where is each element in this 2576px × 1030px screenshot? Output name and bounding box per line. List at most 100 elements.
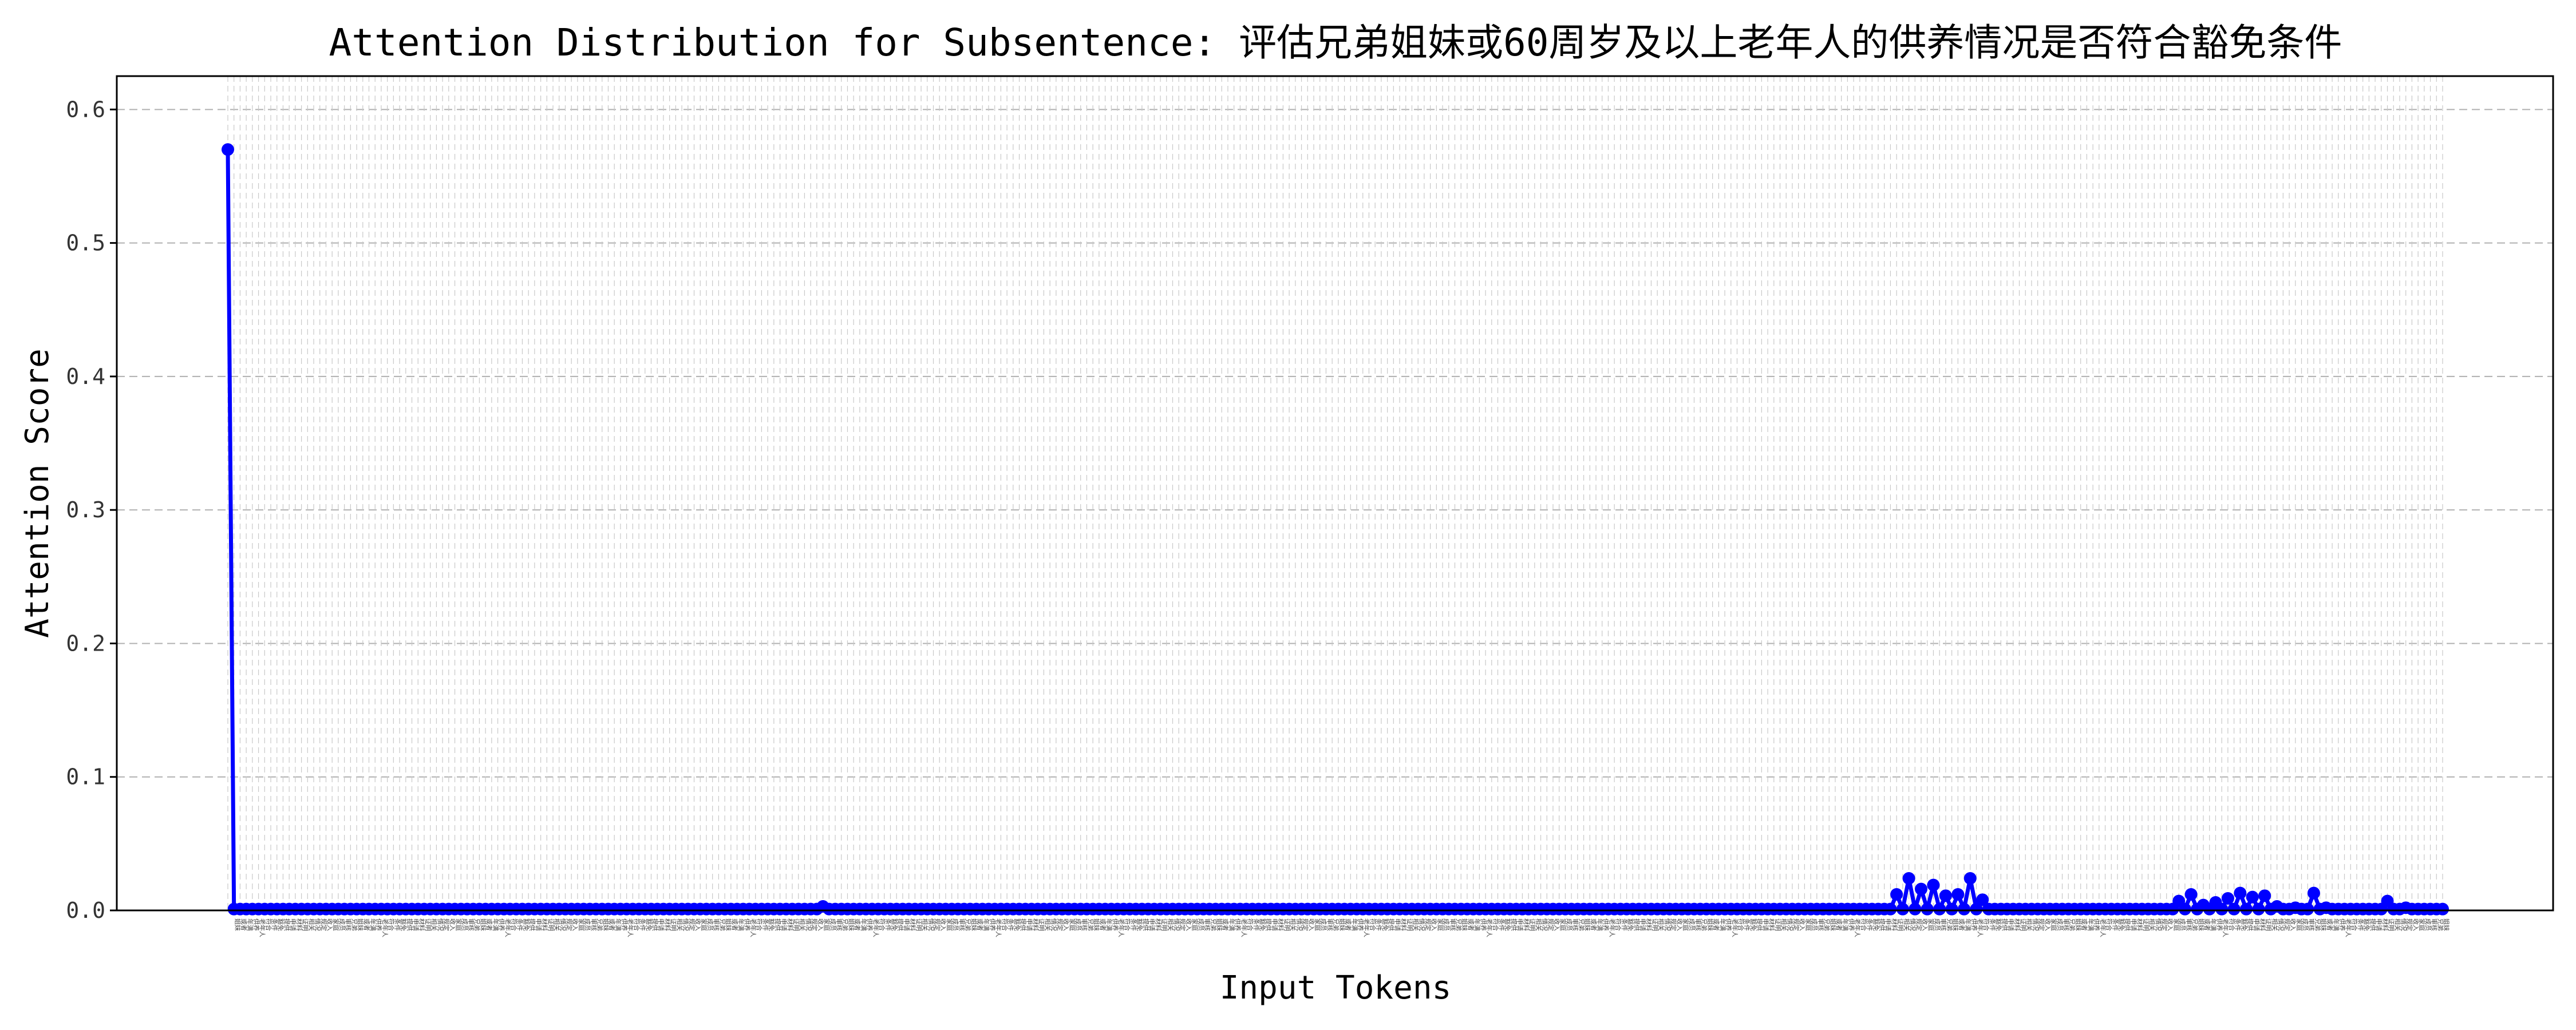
- x-tick-label: 符合: [388, 918, 396, 931]
- x-tick-label: 提供: [1265, 918, 1273, 931]
- x-tick-label: 姐妹: [602, 918, 610, 931]
- x-tick-label: 审核: [2431, 918, 2439, 931]
- x-tick-label: 相关: [1780, 918, 1788, 931]
- data-point: [1958, 902, 1971, 916]
- series-line: [226, 149, 2443, 912]
- x-tick-label: 家庭: [1682, 918, 1690, 931]
- x-tick-label: 供养: [2338, 918, 2346, 931]
- x-tick-label: 符合: [1001, 918, 1009, 931]
- x-tick-label: 兄弟: [1700, 918, 1708, 931]
- x-tick-label: 收入: [939, 918, 947, 931]
- x-tick-label: 成员: [1688, 918, 1696, 931]
- x-tick-label: 或者: [1467, 918, 1475, 931]
- x-tick-label: 豁免: [1872, 918, 1880, 931]
- x-tick-label: 豁免: [277, 918, 285, 931]
- x-tick-label: 审核: [1694, 918, 1702, 931]
- x-tick-label: 或者: [485, 918, 493, 931]
- x-tick-label: 豁免: [522, 918, 530, 931]
- x-tick-label: 规定: [1547, 918, 1555, 931]
- x-tick-label: 成员: [2056, 918, 2064, 931]
- x-tick-label: 情况: [1541, 918, 1548, 931]
- y-axis-ticks: 0.0 0.1 0.2 0.3 0.4 0.5 0.6: [66, 97, 117, 923]
- x-tick-label: 条件: [761, 918, 769, 931]
- x-tick-label: 收入: [571, 918, 579, 931]
- x-tick-label: 提供: [2246, 918, 2254, 931]
- x-tick-label: 提供: [406, 918, 414, 931]
- x-tick-label: 老年人: [381, 918, 389, 937]
- x-tick-label: 审核: [345, 918, 353, 931]
- x-tick-label: 姐妹: [1093, 918, 1101, 931]
- x-tick-label: 成员: [1197, 918, 1204, 931]
- x-tick-label: 家庭: [823, 918, 831, 931]
- x-tick-label: 证明: [1528, 918, 1536, 931]
- x-tick-label: 成员: [1443, 918, 1450, 931]
- x-tick-label: 证明: [1038, 918, 1045, 931]
- x-tick-label: 材料: [2136, 918, 2144, 931]
- x-tick-label: 供养: [989, 918, 997, 931]
- x-tick-label: 年满: [492, 918, 500, 931]
- data-point: [2221, 892, 2234, 905]
- x-tick-label: 相关: [1167, 918, 1175, 931]
- x-tick-label: 申请: [2007, 918, 2014, 931]
- x-tick-label: 证明: [1406, 918, 1413, 931]
- x-tick-label: 成员: [2301, 918, 2309, 931]
- x-tick-label: 证明: [670, 918, 677, 931]
- x-tick-label: 材料: [1768, 918, 1776, 931]
- x-tick-label: 情况: [1909, 918, 1917, 931]
- chart-title: Attention Distribution for Subsentence: …: [329, 21, 2342, 65]
- data-point: [1945, 902, 1958, 916]
- x-tick-label: 审核: [958, 918, 966, 931]
- x-tick-label: 条件: [1007, 918, 1015, 931]
- data-point: [1963, 872, 1977, 885]
- x-tick-label: 供养: [1479, 918, 1487, 931]
- x-tick-label: 年满: [1718, 918, 1726, 931]
- data-point: [2246, 890, 2259, 904]
- x-tick-label: 情况: [927, 918, 935, 931]
- x-tick-label: 家庭: [455, 918, 463, 931]
- x-tick-label: 情况: [1295, 918, 1303, 931]
- x-tick-label: 相关: [553, 918, 561, 931]
- x-tick-label: 或者: [1835, 918, 1843, 931]
- x-tick-label: 申请: [412, 918, 420, 931]
- x-tick-label: 姐妹: [847, 918, 855, 931]
- x-tick-label: 符合: [264, 918, 272, 931]
- data-point: [2234, 886, 2247, 900]
- x-tick-label: 情况: [314, 918, 321, 931]
- y-axis-label: Attention Score: [19, 348, 56, 638]
- x-tick-label: 条件: [393, 918, 401, 931]
- x-tick-label: 老年人: [627, 918, 635, 937]
- grid-lines: [117, 109, 2553, 911]
- x-tick-label: 家庭: [2172, 918, 2180, 931]
- x-tick-label: 家庭: [1804, 918, 1812, 931]
- x-tick-label: 老年人: [1485, 918, 1494, 937]
- x-tick-label: 兄弟: [1455, 918, 1462, 931]
- x-tick-label: 相关: [2025, 918, 2033, 931]
- x-tick-label: 兄弟: [350, 918, 358, 931]
- x-tick-label: 老年人: [995, 918, 1003, 937]
- y-tick-label: 0.4: [66, 364, 105, 389]
- x-tick-label: 条件: [2357, 918, 2365, 931]
- x-tick-label: 材料: [1154, 918, 1162, 931]
- x-tick-label: 老年人: [259, 918, 267, 937]
- y-tick-label: 0.6: [66, 97, 105, 122]
- x-tick-label: 姐妹: [1338, 918, 1346, 931]
- x-tick-label: 姐妹: [2075, 918, 2083, 931]
- x-tick-label: 材料: [541, 918, 549, 931]
- x-tick-label: 成员: [1320, 918, 1327, 931]
- x-tick-label: 申请: [780, 918, 788, 931]
- x-tick-label: 豁免: [1136, 918, 1144, 931]
- x-tick-label: 申请: [1148, 918, 1156, 931]
- data-point: [1976, 893, 1989, 906]
- x-tick-label: 证明: [1774, 918, 1781, 931]
- x-tick-label: 豁免: [1381, 918, 1389, 931]
- x-tick-label: 申请: [1639, 918, 1646, 931]
- x-tick-label: 符合: [1614, 918, 1622, 931]
- x-tick-label: 条件: [2234, 918, 2242, 931]
- data-point: [2178, 902, 2191, 916]
- x-tick-label: 审核: [1939, 918, 1947, 931]
- x-tick-label: 收入: [1553, 918, 1561, 931]
- x-tick-label: 姐妹: [2197, 918, 2205, 931]
- x-tick-labels: 姐妹或者年满供养老年人符合条件豁免提供申请材料证明相关情况规定收入家庭成员审核兄…: [234, 918, 2451, 937]
- x-tick-label: 提供: [651, 918, 659, 931]
